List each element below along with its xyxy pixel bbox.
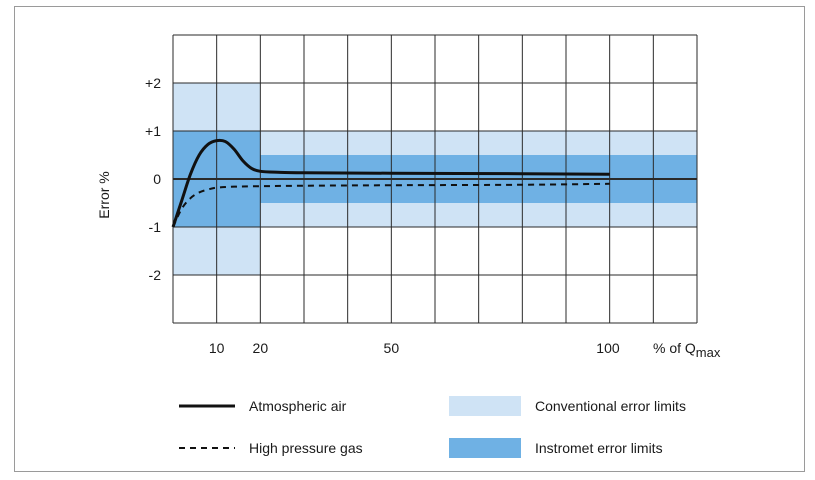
x-tick-label: 20: [253, 340, 269, 356]
series-layer: [171, 138, 610, 228]
legend-label-instromet: Instromet error limits: [535, 440, 663, 456]
x-axis-title-subscript: max: [696, 345, 721, 360]
y-tick-label: +2: [145, 75, 161, 91]
legend: Atmospheric air High pressure gas Conven…: [179, 396, 686, 458]
legend-swatch-conventional: [449, 396, 521, 416]
y-tick-label: 0: [153, 171, 161, 187]
legend-swatch-instromet: [449, 438, 521, 458]
legend-label-high-pressure-gas: High pressure gas: [249, 440, 363, 456]
chart-frame: +2 +1 0 -1 -2 10 20 50 100 Error % % of Qmax At…: [14, 6, 805, 472]
legend-label-conventional: Conventional error limits: [535, 398, 686, 414]
x-tick-label: 100: [596, 340, 620, 356]
legend-label-atmospheric-air: Atmospheric air: [249, 398, 347, 414]
series-line-atmospheric-air: [171, 138, 610, 228]
error-chart: +2 +1 0 -1 -2 10 20 50 100 Error % % of Qmax At…: [96, 34, 721, 458]
series-line-high-pressure-gas: [172, 182, 610, 228]
grid-layer: [172, 34, 698, 324]
x-tick-label: 50: [384, 340, 400, 356]
y-tick-label: +1: [145, 123, 161, 139]
x-tick-labels: 10 20 50 100: [209, 340, 620, 356]
x-axis-title: % of Qmax: [653, 340, 721, 360]
x-axis-title-main: % of Q: [653, 340, 696, 356]
y-axis-title: Error %: [96, 171, 112, 218]
y-tick-labels: +2 +1 0 -1 -2: [145, 75, 161, 283]
y-tick-label: -1: [149, 219, 162, 235]
x-tick-label: 10: [209, 340, 225, 356]
y-tick-label: -2: [149, 267, 162, 283]
